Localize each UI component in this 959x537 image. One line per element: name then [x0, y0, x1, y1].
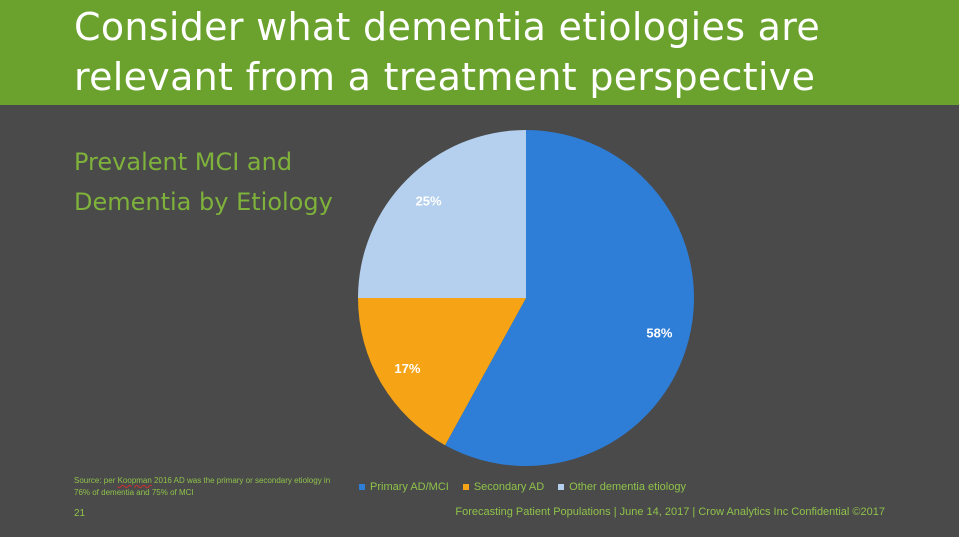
legend-item: Secondary AD: [462, 481, 545, 493]
source-author: Koopman: [117, 476, 152, 485]
slide-title: Consider what dementia etiologies are re…: [74, 5, 821, 99]
pie-slice-label: 25%: [416, 194, 442, 209]
legend-swatch: [359, 484, 365, 490]
title-band: [0, 0, 959, 105]
pie-slice-primary-ad-mci: [445, 130, 695, 466]
source-prefix: Source: per: [74, 476, 118, 485]
pie-slice-label: 17%: [394, 361, 420, 376]
legend-label: Primary AD/MCI: [370, 481, 449, 493]
source-note: Source: per Koopman 2016 AD was the prim…: [74, 475, 334, 499]
pie-slice-label: 58%: [646, 325, 672, 340]
legend-swatch: [558, 484, 565, 490]
chart-subtitle: Prevalent MCI and Dementia by Etiology: [74, 148, 333, 216]
legend-swatch: [462, 484, 469, 490]
chart-legend: Primary AD/MCI Secondary AD Other dementia…: [359, 479, 686, 495]
legend-item: Other dementia etiology: [558, 481, 686, 493]
pie-slice-secondary-ad: [358, 298, 526, 446]
pie-slice-other-dementia-etiology: [358, 130, 526, 298]
page-number: 21: [74, 508, 86, 519]
source-rest: 2016 AD was the primary or secondary eti…: [74, 476, 331, 497]
legend-label: Other dementia etiology: [569, 481, 686, 493]
legend-label: Secondary AD: [473, 481, 545, 493]
footer-text: Forecasting Patient Populations | June 1…: [455, 506, 885, 518]
legend-item: Primary AD/MCI: [359, 481, 449, 493]
